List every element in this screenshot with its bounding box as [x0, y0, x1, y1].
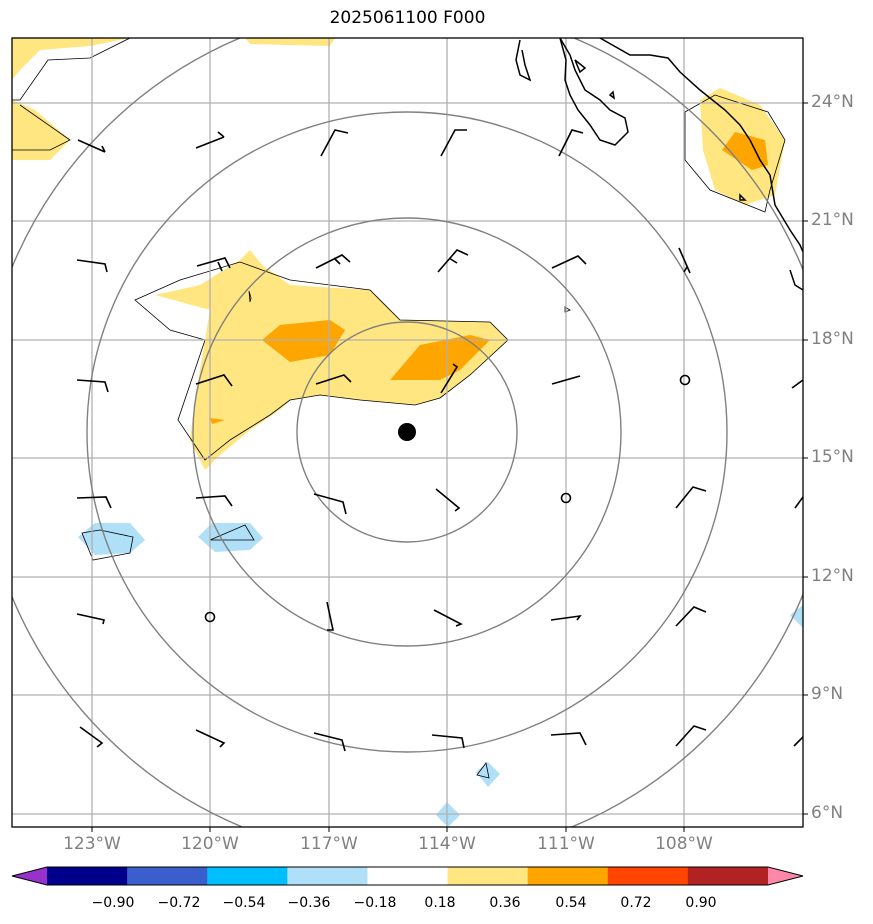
colorbar-label-neg-0.36: −0.36 — [287, 895, 331, 911]
positive-anomaly-shading — [12, 38, 785, 470]
colorbar-label-0.72: 0.72 — [620, 895, 652, 911]
colorbar — [11, 866, 804, 886]
colorbar-segment — [447, 867, 529, 885]
lon-label-117w: 117°W — [300, 834, 358, 854]
colorbar-label-0.18: 0.18 — [424, 895, 456, 911]
colorbar-label-neg-0.54: −0.54 — [222, 895, 266, 911]
colorbar-segment — [287, 867, 368, 885]
colorbar-extend-low — [12, 867, 47, 885]
colorbar-segment — [47, 867, 128, 885]
lat-label-18n: 18°N — [811, 329, 854, 349]
lat-label-12n: 12°N — [811, 566, 854, 586]
colorbar-extend-high — [768, 867, 803, 885]
colorbar-segment — [367, 867, 449, 885]
lat-label-9n: 9°N — [811, 684, 844, 704]
storm-center-marker — [398, 423, 416, 441]
colorbar-label-0.36: 0.36 — [489, 895, 521, 911]
colorbar-label-neg-0.18: −0.18 — [353, 895, 397, 911]
anomaly-contours — [12, 38, 786, 779]
colorbar-label-0.90: 0.90 — [685, 895, 717, 911]
axis-ticks — [91, 102, 808, 832]
map-panel[interactable] — [0, 0, 873, 860]
lat-label-24n: 24°N — [811, 92, 854, 112]
wind-barbs — [76, 129, 803, 752]
graticule — [12, 38, 803, 827]
colorbar-segment — [207, 867, 288, 885]
lon-label-111w: 111°W — [537, 834, 595, 854]
lon-label-120w: 120°W — [181, 834, 239, 854]
map-frame — [11, 37, 804, 828]
calm-wind-circles — [204, 374, 691, 623]
lat-label-6n: 6°N — [811, 803, 844, 823]
lon-label-123w: 123°W — [63, 834, 121, 854]
colorbar-segment — [607, 867, 689, 885]
lon-label-108w: 108°W — [655, 834, 713, 854]
map-title: 2025061100 F000 — [329, 8, 486, 28]
colorbar-label-neg-0.90: −0.90 — [91, 895, 135, 911]
colorbar-segment — [527, 867, 609, 885]
colorbar-segment — [127, 867, 208, 885]
colorbar-label-0.54: 0.54 — [555, 895, 587, 911]
colorbar-segment — [687, 867, 769, 885]
lon-label-114w: 114°W — [418, 834, 476, 854]
range-rings — [12, 38, 803, 827]
coastline — [515, 38, 803, 291]
colorbar-label-neg-0.72: −0.72 — [157, 895, 201, 911]
lat-label-21n: 21°N — [811, 210, 854, 230]
lat-label-15n: 15°N — [811, 447, 854, 467]
